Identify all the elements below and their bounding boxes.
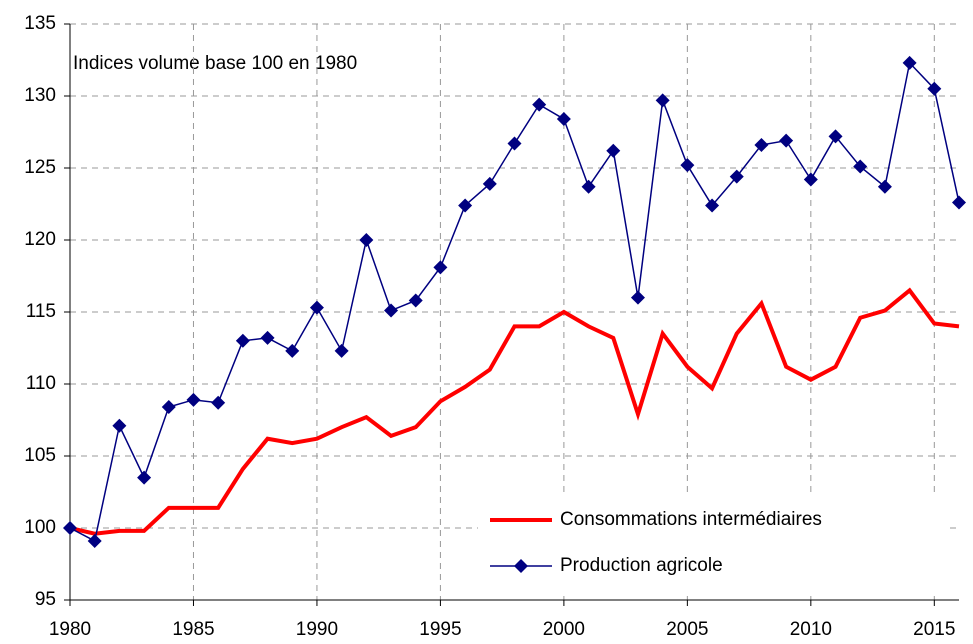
- marker: [927, 81, 942, 96]
- marker: [754, 137, 769, 152]
- marker: [137, 470, 152, 485]
- marker: [211, 395, 226, 410]
- marker: [803, 172, 818, 187]
- y-tick-label: 95: [35, 589, 56, 610]
- x-tick-label: 2005: [666, 619, 708, 640]
- y-tick-label: 100: [24, 517, 56, 538]
- x-tick-label: 1995: [419, 619, 461, 640]
- marker: [433, 260, 448, 275]
- legend-box: [478, 495, 948, 595]
- marker: [186, 392, 201, 407]
- marker: [309, 300, 324, 315]
- marker: [655, 93, 670, 108]
- marker: [161, 400, 176, 415]
- y-tick-label: 115: [26, 301, 56, 322]
- marker: [334, 343, 349, 358]
- series-line: [69, 287, 960, 536]
- marker: [63, 521, 77, 535]
- marker: [408, 293, 423, 308]
- y-tick-label: 125: [24, 157, 56, 178]
- y-tick-label: 135: [24, 13, 56, 34]
- marker: [532, 97, 547, 112]
- legend-marker: [514, 559, 528, 573]
- marker: [952, 195, 966, 210]
- marker: [705, 198, 720, 213]
- annotation: Indices volume base 100 en 1980: [73, 53, 357, 74]
- marker: [828, 129, 843, 144]
- x-tick-label: 2000: [543, 619, 585, 640]
- marker: [285, 343, 300, 358]
- marker: [235, 333, 250, 348]
- marker: [630, 290, 645, 305]
- x-tick-label: 1990: [296, 619, 338, 640]
- x-tick-label: 2015: [913, 619, 955, 640]
- y-tick-label: 110: [26, 373, 56, 394]
- marker: [87, 533, 102, 548]
- marker: [729, 169, 744, 184]
- x-tick-label: 2010: [790, 619, 832, 640]
- y-tick-label: 120: [24, 229, 56, 250]
- marker: [359, 233, 374, 247]
- marker: [458, 198, 473, 213]
- marker: [581, 179, 596, 194]
- marker: [384, 303, 399, 318]
- y-tick-label: 105: [24, 445, 56, 466]
- marker: [853, 159, 868, 174]
- x-tick-label: 1985: [172, 619, 214, 640]
- marker: [112, 418, 127, 433]
- y-tick-label: 130: [24, 85, 56, 106]
- marker: [507, 136, 522, 151]
- marker: [482, 176, 497, 191]
- marker: [260, 330, 275, 345]
- x-tick-label: 1980: [49, 619, 91, 640]
- legend-label: Consommations intermédiaires: [560, 509, 822, 530]
- marker: [902, 55, 917, 70]
- marker: [556, 112, 571, 127]
- marker: [606, 143, 621, 158]
- series-line: [69, 61, 960, 543]
- marker: [779, 133, 794, 148]
- marker: [877, 179, 892, 194]
- marker: [680, 158, 695, 173]
- legend-label: Production agricole: [560, 555, 723, 576]
